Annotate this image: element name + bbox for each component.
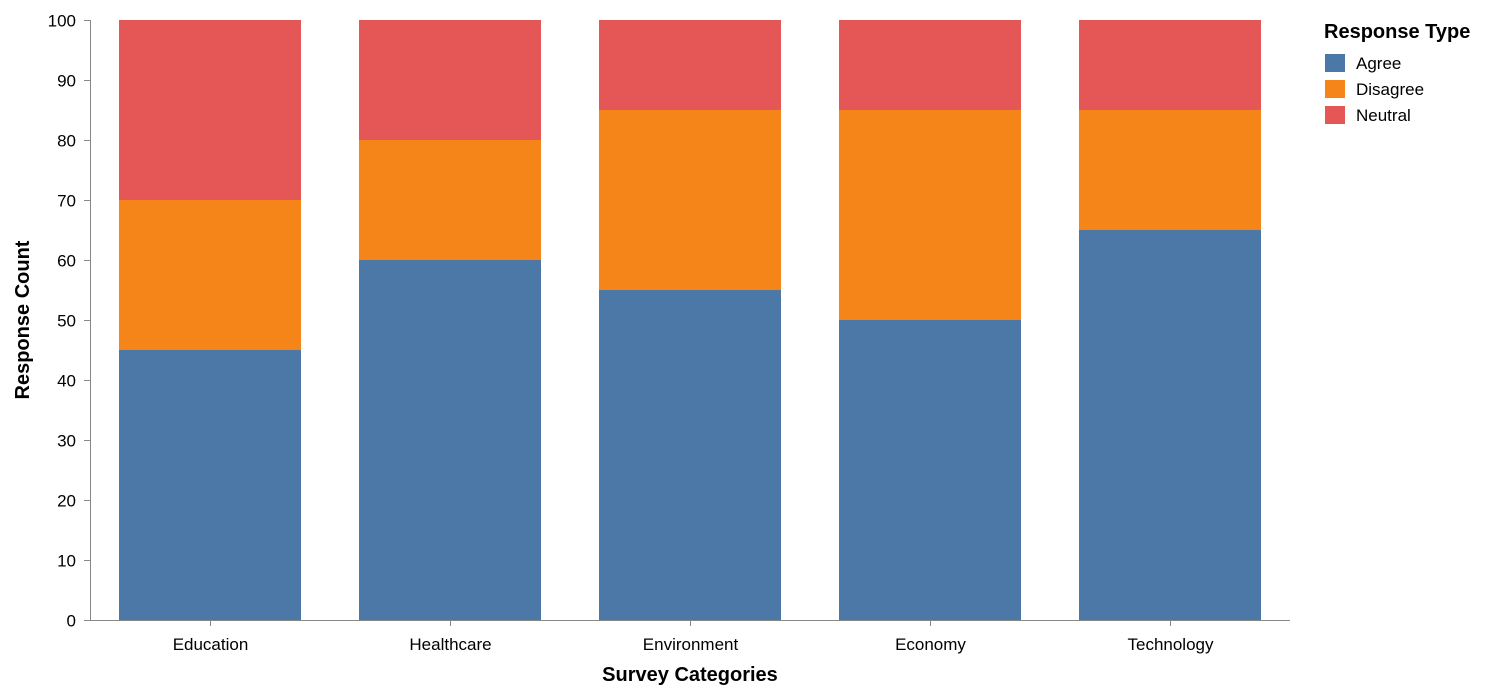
bar-stack-healthcare (359, 20, 541, 620)
legend-label-neutral: Neutral (1356, 106, 1411, 125)
bar-healthcare-agree (359, 260, 541, 620)
bar-environment-agree (599, 290, 781, 620)
bar-stack-environment (599, 20, 781, 620)
bar-education-disagree (119, 200, 301, 350)
bar-environment-disagree (599, 110, 781, 290)
bar-technology-agree (1079, 230, 1261, 620)
legend-label-agree: Agree (1356, 54, 1401, 73)
y-tick-label-30: 30 (57, 432, 76, 451)
x-tick-label-economy: Economy (895, 635, 966, 654)
legend: Response Type Agree Disagree Neutral (1324, 21, 1470, 125)
x-tick-label-technology: Technology (1127, 635, 1214, 654)
y-tick-label-20: 20 (57, 492, 76, 511)
bar-technology-disagree (1079, 110, 1261, 230)
legend-title: Response Type (1324, 21, 1470, 43)
bar-environment-neutral (599, 20, 781, 110)
bar-healthcare-neutral (359, 20, 541, 140)
y-tick-label-90: 90 (57, 72, 76, 91)
x-axis-title: Survey Categories (602, 664, 778, 686)
y-tick-label-70: 70 (57, 192, 76, 211)
y-tick-label-80: 80 (57, 132, 76, 151)
y-tick-label-10: 10 (57, 552, 76, 571)
bar-education-agree (119, 350, 301, 620)
y-tick-label-0: 0 (67, 612, 76, 631)
legend-swatch-agree (1325, 54, 1345, 72)
bar-education-neutral (119, 20, 301, 200)
bar-economy-disagree (839, 110, 1021, 320)
legend-item-agree: Agree (1325, 54, 1401, 73)
y-axis-title: Response Count (12, 240, 34, 399)
legend-swatch-neutral (1325, 106, 1345, 124)
x-tick-label-healthcare: Healthcare (409, 635, 491, 654)
y-tick-label-50: 50 (57, 312, 76, 331)
bar-technology-neutral (1079, 20, 1261, 110)
legend-item-disagree: Disagree (1325, 80, 1424, 99)
bar-economy-agree (839, 320, 1021, 620)
bar-stack-technology (1079, 20, 1261, 620)
bar-stack-education (119, 20, 301, 620)
y-tick-label-100: 100 (48, 12, 76, 31)
x-tick-label-environment: Environment (643, 635, 739, 654)
legend-item-neutral: Neutral (1325, 106, 1411, 125)
legend-items: Agree Disagree Neutral (1325, 54, 1424, 125)
x-tick-label-education: Education (173, 635, 249, 654)
bars-layer (119, 20, 1261, 620)
y-axis: 0 10 20 30 40 50 60 70 80 90 100 (48, 12, 91, 631)
legend-swatch-disagree (1325, 80, 1345, 98)
bar-stack-economy (839, 20, 1021, 620)
bar-economy-neutral (839, 20, 1021, 110)
y-tick-label-60: 60 (57, 252, 76, 271)
legend-label-disagree: Disagree (1356, 80, 1424, 99)
bar-healthcare-disagree (359, 140, 541, 260)
x-axis: Education Healthcare Environment Economy Tec… (90, 620, 1290, 654)
y-tick-label-40: 40 (57, 372, 76, 391)
